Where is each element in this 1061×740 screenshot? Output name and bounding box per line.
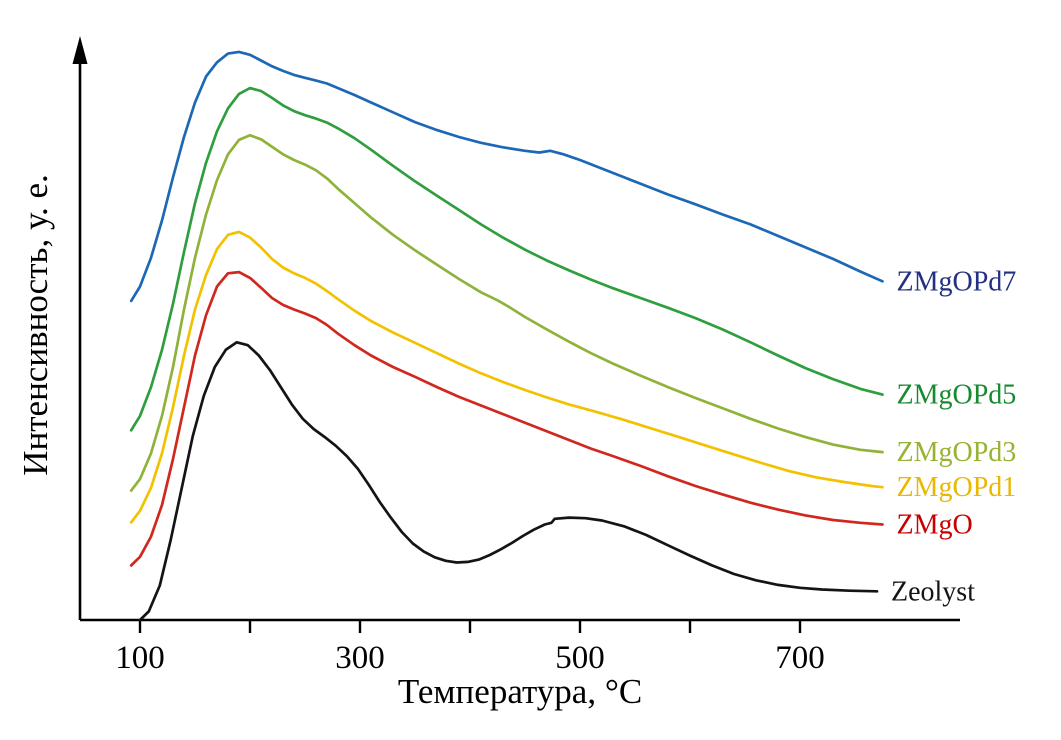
series-curve-ZMgOPd7: [129, 50, 884, 303]
series-label-ZMgOPd3: ZMgOPd3: [897, 437, 1017, 468]
series-label-ZMgOPd5: ZMgOPd5: [897, 380, 1017, 411]
series-curve-ZMgOPd5: [129, 86, 884, 432]
x-tick-label: 500: [555, 640, 605, 676]
series-curve-ZMgO: [129, 270, 884, 567]
series-label-ZMgOPd1: ZMgOPd1: [897, 472, 1017, 503]
series-curve-Zeolyst: [138, 340, 879, 622]
x-axis-title: Температура, °C: [397, 672, 643, 711]
series-label-ZMgO: ZMgO: [897, 510, 973, 541]
x-tick-label: 300: [335, 640, 385, 676]
x-tick-label: 100: [115, 640, 165, 676]
series-label-ZMgOPd7: ZMgOPd7: [897, 266, 1017, 297]
y-axis-arrow-icon: [72, 36, 88, 64]
series-curve-ZMgOPd1: [129, 230, 884, 524]
series-curve-ZMgOPd3: [129, 133, 884, 492]
x-tick-label: 700: [775, 640, 825, 676]
y-axis-title: Интенсивность, у. е.: [16, 174, 55, 476]
series-label-Zeolyst: Zeolyst: [891, 576, 975, 607]
